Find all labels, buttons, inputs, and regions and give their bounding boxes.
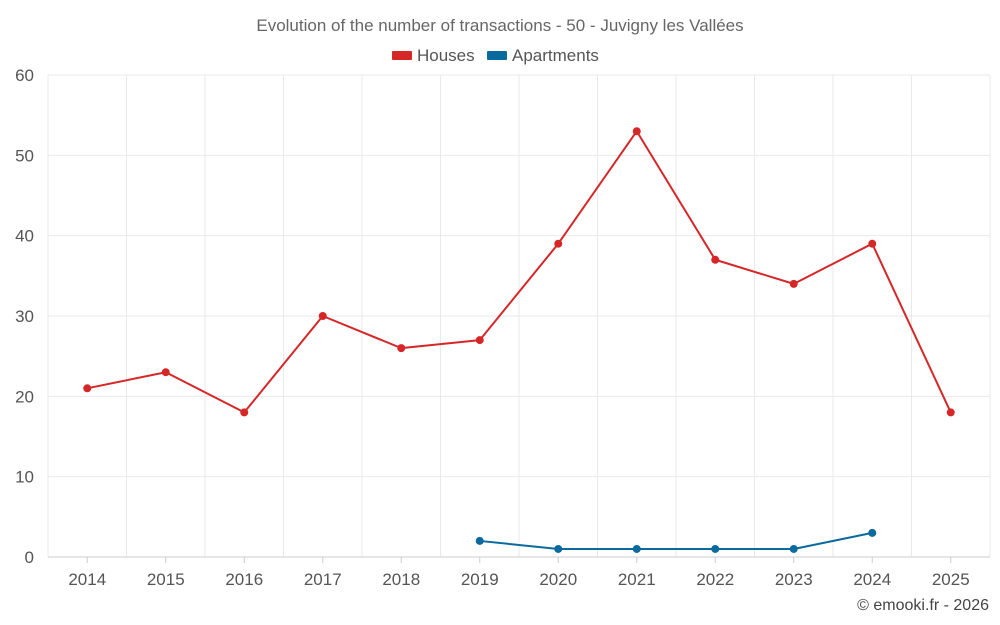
data-point-apartments[interactable] <box>789 544 798 553</box>
legend-item-apartments[interactable]: Apartments <box>487 46 599 65</box>
series-houses <box>83 127 955 417</box>
data-point-houses[interactable] <box>161 368 170 377</box>
data-point-apartments[interactable] <box>632 544 641 553</box>
data-point-apartments[interactable] <box>475 536 484 545</box>
x-tick-label: 2021 <box>618 570 656 589</box>
x-tick-label: 2015 <box>147 570 185 589</box>
legend-label-houses: Houses <box>417 46 475 65</box>
x-tick-label: 2024 <box>853 570 891 589</box>
data-point-houses[interactable] <box>946 408 955 417</box>
y-tick-label: 30 <box>15 307 34 326</box>
data-point-houses[interactable] <box>83 384 92 393</box>
data-point-houses[interactable] <box>554 239 563 248</box>
y-tick-label: 50 <box>15 146 34 165</box>
grid <box>47 74 991 557</box>
data-point-houses[interactable] <box>318 312 327 320</box>
data-point-houses[interactable] <box>789 279 798 288</box>
credit: © emooki.fr - 2026 <box>857 597 989 614</box>
series-line-apartments <box>479 531 873 550</box>
legend-swatch-apartments <box>487 51 507 60</box>
legend-swatch-houses <box>392 51 412 60</box>
y-tick-label: 10 <box>15 468 34 487</box>
series-apartments <box>475 528 877 553</box>
data-point-apartments[interactable] <box>711 544 720 553</box>
x-tick-label: 2017 <box>304 570 342 589</box>
y-tick-label: 40 <box>15 227 34 246</box>
x-tick-label: 2016 <box>225 570 263 589</box>
y-tick-label: 60 <box>15 66 34 85</box>
data-point-houses[interactable] <box>397 344 406 353</box>
series-line-houses <box>87 130 952 414</box>
data-point-apartments[interactable] <box>554 544 563 553</box>
data-point-apartments[interactable] <box>868 528 877 537</box>
legend: Houses Apartments <box>392 46 599 65</box>
data-point-houses[interactable] <box>632 127 641 136</box>
x-tick-label: 2020 <box>539 570 577 589</box>
legend-label-apartments: Apartments <box>512 46 599 65</box>
x-tick-label: 2014 <box>68 570 106 589</box>
y-tick-label: 20 <box>15 387 34 406</box>
x-tick-label: 2019 <box>461 570 499 589</box>
x-tick-label: 2018 <box>382 570 420 589</box>
series <box>83 127 955 553</box>
x-tick-label: 2022 <box>696 570 734 589</box>
data-point-houses[interactable] <box>868 239 877 248</box>
x-tick-label: 2023 <box>775 570 813 589</box>
legend-item-houses[interactable]: Houses <box>392 46 475 65</box>
data-point-houses[interactable] <box>240 408 249 417</box>
axes: 0 10 20 30 40 50 60 2014 2015 2016 2017 2018 2019 202… <box>15 66 990 589</box>
chart-title: Evolution of the number of transactions … <box>256 16 743 35</box>
y-tick-label: 0 <box>25 548 34 567</box>
data-point-houses[interactable] <box>475 336 484 345</box>
data-point-houses[interactable] <box>711 255 720 264</box>
x-tick-label: 2025 <box>932 570 970 589</box>
